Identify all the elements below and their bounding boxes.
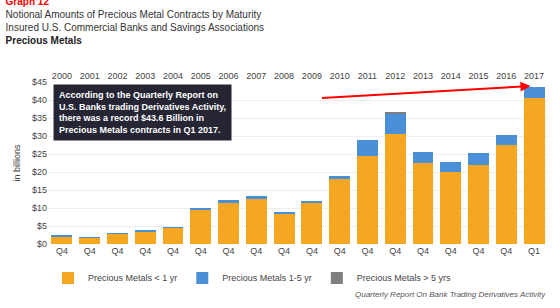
svg-text:Precious Metals 1-5 yr: Precious Metals 1-5 yr <box>222 273 312 283</box>
svg-text:Q4: Q4 <box>111 246 123 256</box>
svg-text:2016: 2016 <box>496 71 516 81</box>
svg-text:in billions: in billions <box>12 144 22 182</box>
svg-text:$10: $10 <box>32 203 47 213</box>
svg-text:$45: $45 <box>32 77 47 87</box>
svg-text:Graph 12Notional Amounts of Pr: Graph 12Notional Amounts of Precious Met… <box>6 0 264 46</box>
svg-text:$0: $0 <box>37 239 47 249</box>
svg-text:Quarterly Report On Bank Tradi: Quarterly Report On Bank Trading Derivat… <box>355 290 546 299</box>
svg-text:Q4: Q4 <box>167 246 179 256</box>
svg-text:Q4: Q4 <box>223 246 235 256</box>
svg-text:Q4: Q4 <box>417 246 429 256</box>
svg-text:2006: 2006 <box>219 71 239 81</box>
svg-text:2015: 2015 <box>469 71 489 81</box>
svg-text:$30: $30 <box>32 131 47 141</box>
svg-text:Q4: Q4 <box>139 246 151 256</box>
svg-text:2013: 2013 <box>413 71 433 81</box>
svg-text:According to the Quarterly Rep: According to the Quarterly Report onU.S.… <box>59 90 226 135</box>
svg-text:2011: 2011 <box>358 71 377 81</box>
svg-text:Q4: Q4 <box>195 246 207 256</box>
svg-text:2003: 2003 <box>135 71 155 81</box>
svg-text:2008: 2008 <box>274 71 294 81</box>
svg-text:$15: $15 <box>32 185 47 195</box>
svg-text:Precious Metals < 1 yr: Precious Metals < 1 yr <box>88 273 177 283</box>
svg-text:Q4: Q4 <box>56 246 68 256</box>
svg-text:Q4: Q4 <box>389 246 401 256</box>
svg-text:Q4: Q4 <box>250 246 262 256</box>
svg-text:$20: $20 <box>32 167 47 177</box>
svg-text:$25: $25 <box>32 149 47 159</box>
svg-text:2009: 2009 <box>302 71 322 81</box>
svg-text:2010: 2010 <box>330 71 350 81</box>
svg-text:Q1: Q1 <box>528 246 540 256</box>
svg-text:2005: 2005 <box>191 71 211 81</box>
svg-text:$40: $40 <box>32 95 47 105</box>
svg-text:Q4: Q4 <box>500 246 512 256</box>
svg-text:Q4: Q4 <box>84 246 96 256</box>
svg-text:2001: 2001 <box>80 71 100 81</box>
svg-text:2007: 2007 <box>246 71 266 81</box>
svg-text:2002: 2002 <box>107 71 127 81</box>
svg-text:2014: 2014 <box>441 71 461 81</box>
svg-text:2012: 2012 <box>385 71 405 81</box>
svg-text:2017: 2017 <box>524 71 544 81</box>
svg-text:Q4: Q4 <box>361 246 373 256</box>
svg-text:Q4: Q4 <box>473 246 485 256</box>
svg-text:Q4: Q4 <box>334 246 346 256</box>
svg-text:Q4: Q4 <box>278 246 290 256</box>
svg-text:$5: $5 <box>37 221 47 231</box>
svg-text:Q4: Q4 <box>306 246 318 256</box>
svg-text:$35: $35 <box>32 113 47 123</box>
svg-text:Q4: Q4 <box>445 246 457 256</box>
svg-text:2004: 2004 <box>163 71 183 81</box>
svg-text:2000: 2000 <box>52 71 72 81</box>
svg-text:Precious Metals > 5 yrs: Precious Metals > 5 yrs <box>357 273 451 283</box>
